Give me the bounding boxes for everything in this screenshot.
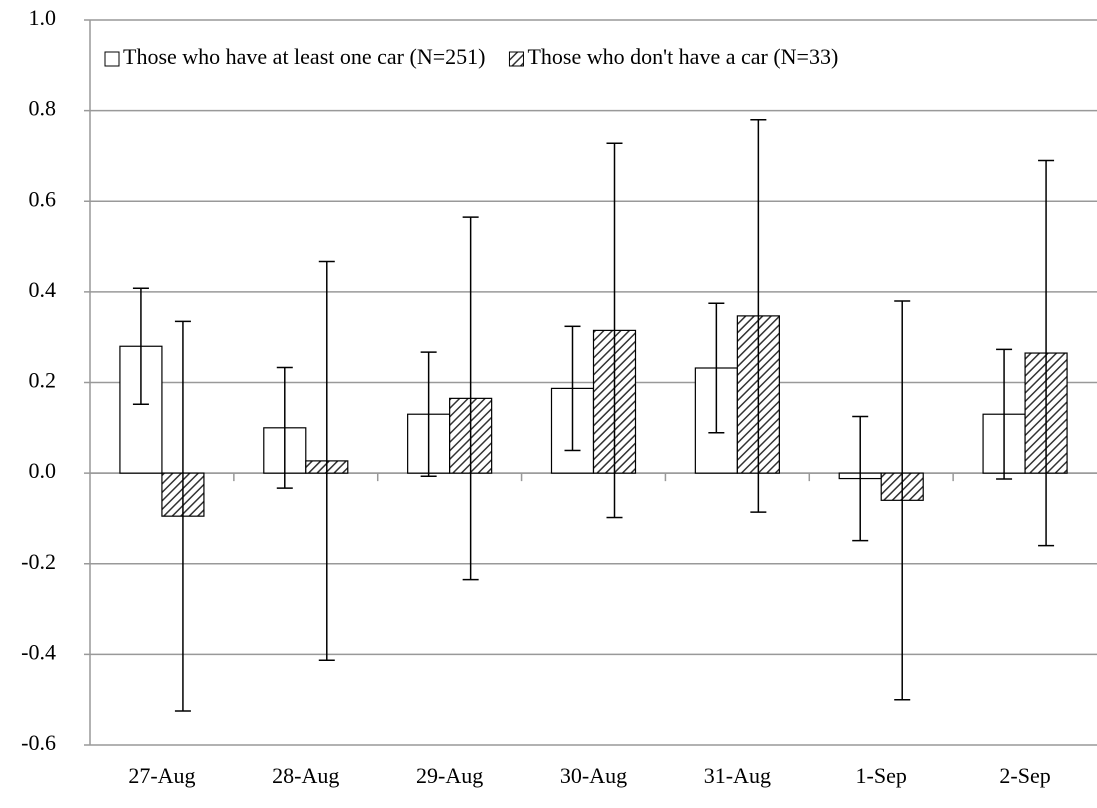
error-bar — [420, 351, 437, 478]
y-tick-label: -0.4 — [21, 639, 56, 664]
x-tick-label: 2-Sep — [999, 763, 1050, 788]
error-bar — [606, 142, 623, 519]
legend-swatch — [104, 51, 120, 67]
x-tick-label: 31-Aug — [704, 763, 771, 788]
y-tick-label: -0.6 — [21, 730, 56, 755]
error-bar — [708, 302, 725, 434]
y-tick-label: 0.6 — [29, 186, 57, 211]
error-bar — [276, 366, 293, 489]
y-tick-label: 0.0 — [29, 458, 57, 483]
error-bar — [996, 348, 1013, 480]
x-tick-label: 29-Aug — [416, 763, 483, 788]
legend-swatch — [508, 51, 524, 67]
error-bar — [1038, 159, 1055, 547]
y-tick-label: 1.0 — [29, 5, 57, 30]
y-tick-label: 0.2 — [29, 368, 57, 393]
y-tick-label: -0.2 — [21, 549, 56, 574]
error-bar — [564, 325, 581, 452]
y-tick-label: 0.8 — [29, 96, 57, 121]
error-bar — [462, 216, 479, 581]
x-tick-label: 30-Aug — [560, 763, 627, 788]
y-tick-label: 0.4 — [29, 277, 57, 302]
error-bar — [894, 300, 911, 701]
legend-label: Those who have at least one car (N=251) — [123, 44, 485, 69]
x-tick-label: 28-Aug — [272, 763, 339, 788]
x-tick-label: 1-Sep — [856, 763, 907, 788]
error-bar — [174, 320, 191, 712]
legend-label: Those who don't have a car (N=33) — [527, 44, 838, 69]
error-bar — [318, 260, 335, 662]
error-bar — [132, 287, 149, 405]
error-bar — [750, 118, 767, 513]
error-bar — [852, 415, 869, 542]
x-tick-label: 27-Aug — [128, 763, 195, 788]
